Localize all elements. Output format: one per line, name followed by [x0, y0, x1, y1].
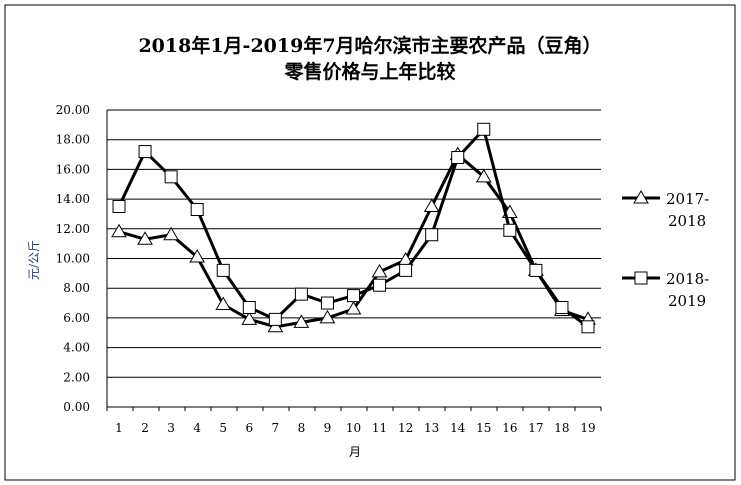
x-tick-label: 5: [219, 421, 227, 435]
x-tick-label: 16: [502, 421, 517, 435]
square-marker: [555, 301, 569, 315]
legend-label: 2018: [668, 212, 706, 230]
y-tick-label: 18.00: [56, 133, 90, 147]
square-marker: [268, 312, 282, 326]
x-tick-label: 7: [272, 421, 280, 435]
square-marker: [399, 263, 413, 277]
y-tick-label: 4.00: [63, 341, 90, 355]
triangle-marker: [189, 249, 206, 263]
chart-title-line2: 零售价格与上年比较: [283, 60, 455, 83]
triangle-marker: [293, 314, 310, 328]
triangle-marker: [137, 231, 153, 245]
square-marker: [373, 278, 387, 292]
legend-label: 2017-: [666, 190, 709, 208]
square-marker: [451, 151, 465, 165]
x-axis-label: 月: [349, 445, 361, 459]
legend-label: 2019: [668, 292, 706, 310]
square-marker: [164, 170, 178, 184]
square-marker: [529, 263, 543, 277]
square-marker: [242, 301, 256, 315]
y-tick-label: 2.00: [63, 370, 90, 384]
triangle-marker: [215, 296, 232, 311]
triangle-marker: [371, 263, 388, 278]
square-marker: [294, 287, 308, 301]
triangle-marker: [633, 190, 649, 204]
x-tick-label: 13: [424, 421, 439, 435]
y-tick-label: 20.00: [56, 103, 90, 117]
y-tick-label: 12.00: [56, 222, 90, 236]
x-tick-label: 18: [554, 421, 569, 435]
x-tick-label: 4: [193, 421, 201, 435]
x-tick-label: 12: [398, 421, 413, 435]
x-tick-label: 17: [528, 421, 543, 435]
x-tick-label: 6: [245, 421, 253, 435]
x-tick-label: 9: [324, 421, 332, 435]
square-marker: [477, 122, 491, 136]
series-triangle: [111, 146, 596, 333]
x-tick-label: 1: [115, 421, 123, 435]
square-marker: [190, 202, 204, 216]
square-marker: [216, 263, 230, 277]
x-tick-label: 10: [346, 421, 361, 435]
chart-title-line1: 2018年1月-2019年7月哈尔滨市主要农产品（豆角）: [138, 34, 601, 57]
x-tick-label: 14: [450, 421, 466, 435]
x-tick-label: 19: [580, 421, 595, 435]
x-tick-label: 3: [167, 421, 175, 435]
square-marker: [138, 145, 152, 159]
x-tick-label: 15: [476, 421, 491, 435]
x-tick-label: 8: [298, 421, 306, 435]
square-marker: [347, 289, 360, 303]
triangle-marker: [345, 300, 362, 315]
y-tick-label: 8.00: [63, 281, 90, 295]
y-tick-label: 10.00: [56, 252, 90, 266]
square-marker: [112, 200, 126, 214]
x-tick-label: 11: [372, 421, 387, 435]
triangle-marker: [163, 226, 179, 241]
square-marker: [425, 228, 439, 242]
triangle-marker: [241, 311, 258, 325]
triangle-marker: [319, 309, 336, 324]
legend-label: 2018-: [666, 270, 709, 288]
square-marker: [634, 271, 648, 285]
y-tick-label: 0.00: [63, 400, 90, 414]
triangle-marker: [475, 168, 492, 183]
y-tick-label: 6.00: [63, 311, 90, 325]
square-marker: [581, 320, 595, 334]
triangle-marker: [423, 198, 440, 213]
square-marker: [320, 296, 334, 310]
y-tick-label: 16.00: [56, 162, 90, 176]
y-tick-label: 14.00: [56, 192, 90, 206]
triangle-marker: [111, 223, 127, 238]
x-tick-label: 2: [141, 421, 149, 435]
square-marker: [503, 223, 517, 237]
series-square: [112, 122, 595, 334]
chart-border: [4, 4, 736, 481]
y-axis-label: 元/公斤: [27, 240, 41, 280]
